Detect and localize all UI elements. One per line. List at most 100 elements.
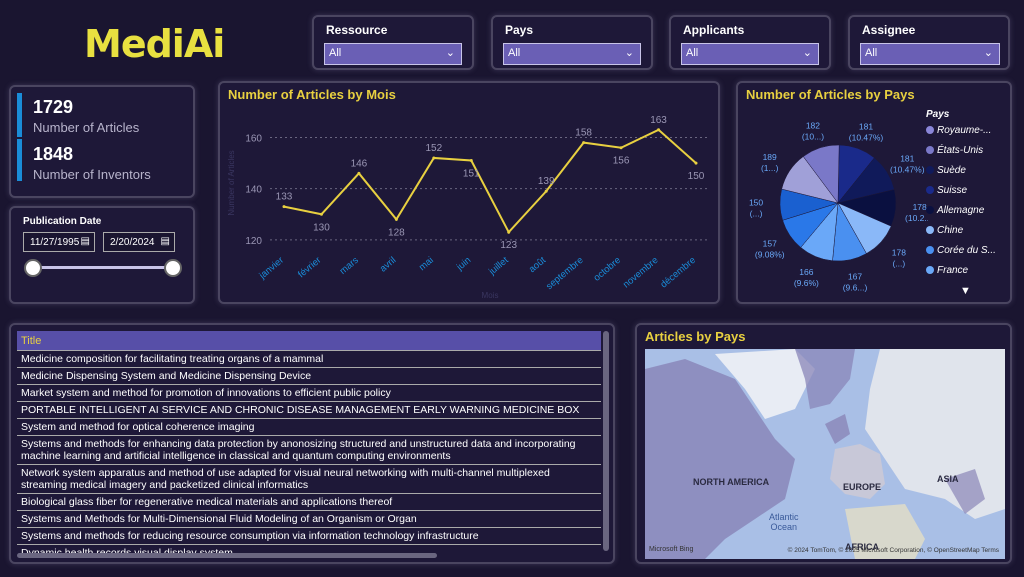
- x-tick-label: décembre: [658, 255, 697, 291]
- pie-label: 167(9.6...): [843, 271, 868, 292]
- legend-dot-icon: [926, 246, 934, 254]
- legend-item[interactable]: Suède: [926, 160, 1006, 180]
- data-label: 156: [613, 156, 630, 167]
- legend-dot-icon: [926, 266, 934, 274]
- table-row[interactable]: Systems and methods for reducing resourc…: [17, 528, 601, 545]
- line-chart-panel: Number of Articles by Mois 120 140 160 Numb…: [218, 81, 720, 304]
- end-date-input[interactable]: 2/20/2024▤: [103, 232, 175, 252]
- calendar-icon: ▤: [161, 236, 170, 247]
- x-tick-label: novembre: [621, 255, 660, 291]
- line-chart-title: Number of Articles by Mois: [228, 87, 396, 102]
- date-range-start-handle[interactable]: [24, 259, 42, 277]
- titles-table-panel: Title Medicine composition for facilitat…: [9, 323, 615, 564]
- inventors-label: Number of Inventors: [33, 167, 151, 182]
- legend-label: Chine: [937, 225, 963, 236]
- chevron-down-icon: ⌄: [446, 46, 455, 59]
- legend-label: Allemagne: [937, 205, 984, 216]
- app-logo: MediAi: [84, 22, 224, 66]
- table-row[interactable]: Medicine composition for facilitating tr…: [17, 351, 601, 368]
- kpi-card: 1729 Number of Articles 1848 Number of I…: [9, 85, 195, 198]
- x-tick-label: avril: [378, 255, 398, 275]
- legend-item[interactable]: France: [926, 260, 1006, 280]
- x-tick-label: juillet: [486, 255, 511, 278]
- slicer-title: Applicants: [683, 23, 744, 37]
- assignee-dropdown[interactable]: All⌄: [860, 43, 1000, 65]
- chevron-down-icon: ⌄: [984, 46, 993, 59]
- table-row[interactable]: Systems and Methods for Multi-Dimensiona…: [17, 511, 601, 528]
- y-axis-label: Number of Articles: [227, 150, 236, 215]
- map-label-asia: ASIA: [937, 474, 959, 484]
- data-point: [695, 162, 698, 165]
- data-label: 150: [688, 171, 705, 182]
- chevron-down-icon: ⌄: [625, 46, 634, 59]
- table-header-title[interactable]: Title: [17, 331, 601, 351]
- slicer-title: Ressource: [326, 23, 387, 37]
- legend-dot-icon: [926, 186, 934, 194]
- legend-dot-icon: [926, 126, 934, 134]
- y-tick-label: 140: [245, 185, 262, 196]
- start-date-value: 11/27/1995: [30, 237, 79, 248]
- legend-label: Royaume-...: [937, 125, 991, 136]
- data-label: 133: [276, 192, 293, 203]
- table-row[interactable]: Medicine Dispensing System and Medicine …: [17, 368, 601, 385]
- legend-label: Suisse: [937, 185, 967, 196]
- map-attribution[interactable]: © 2024 TomTom, © 2025 Microsoft Corporat…: [788, 547, 999, 554]
- data-point: [395, 218, 398, 221]
- date-range-end-handle[interactable]: [164, 259, 182, 277]
- data-point: [507, 231, 510, 234]
- legend-dot-icon: [926, 226, 934, 234]
- ressource-dropdown[interactable]: All ⌄: [324, 43, 462, 65]
- data-label: 152: [425, 143, 442, 154]
- legend-item[interactable]: Allemagne: [926, 200, 1006, 220]
- data-point: [432, 156, 435, 159]
- pie-label: 181(10.47%): [849, 122, 884, 143]
- table-row[interactable]: Biological glass fiber for regenerative …: [17, 494, 601, 511]
- dropdown-value: All: [329, 47, 341, 59]
- series-line: [284, 130, 696, 232]
- x-tick-label: septembre: [544, 255, 585, 292]
- table-row[interactable]: System and method for optical coherence …: [17, 419, 601, 436]
- legend-item[interactable]: Royaume-...: [926, 120, 1006, 140]
- legend-more-icon[interactable]: ▼: [960, 285, 971, 297]
- map-panel: Articles by Pays NORTH AMERICA EUROPE AS…: [635, 323, 1012, 564]
- pie-chart-title: Number of Articles by Pays: [746, 87, 915, 102]
- legend-item[interactable]: Chine: [926, 220, 1006, 240]
- start-date-input[interactable]: 11/27/1995▤: [23, 232, 95, 252]
- legend-item[interactable]: Corée du S...: [926, 240, 1006, 260]
- map-landmass: [645, 349, 1005, 559]
- slicer-assignee: Assignee All⌄: [848, 15, 1010, 70]
- y-tick-label: 120: [245, 236, 262, 247]
- data-label: 123: [500, 240, 517, 251]
- calendar-icon: ▤: [81, 236, 90, 247]
- pays-dropdown[interactable]: All ⌄: [503, 43, 641, 65]
- data-point: [320, 213, 323, 216]
- x-tick-label: janvier: [257, 255, 286, 282]
- table-row[interactable]: Market system and method for promotion o…: [17, 385, 601, 402]
- slicer-title: Assignee: [862, 23, 915, 37]
- data-point: [620, 146, 623, 149]
- table-row[interactable]: Dynamic health records visual display sy…: [17, 545, 601, 553]
- x-tick-label: mai: [417, 255, 436, 273]
- slicer-title: Pays: [505, 23, 533, 37]
- applicants-dropdown[interactable]: All⌄: [681, 43, 819, 65]
- world-map[interactable]: NORTH AMERICA EUROPE ASIA AFRICA Atlanti…: [645, 349, 1005, 559]
- legend-item[interactable]: États-Unis: [926, 140, 1006, 160]
- pie-label: 182(10...): [802, 121, 824, 142]
- x-tick-label: août: [527, 255, 549, 276]
- pie-label: 150(...): [749, 197, 763, 218]
- table-row[interactable]: Systems and methods for enhancing data p…: [17, 436, 601, 465]
- table-row[interactable]: Network system apparatus and method of u…: [17, 465, 601, 494]
- slicer-applicants: Applicants All⌄: [669, 15, 831, 70]
- dropdown-value: All: [508, 47, 520, 59]
- data-label: 139: [538, 176, 555, 187]
- y-tick-label: 160: [245, 133, 262, 144]
- table-row[interactable]: PORTABLE INTELLIGENT AI SERVICE AND CHRO…: [17, 402, 601, 419]
- vertical-scrollbar[interactable]: [603, 331, 609, 551]
- date-range-track: [33, 266, 173, 269]
- publication-date-slicer: Publication Date 11/27/1995▤ 2/20/2024▤: [9, 206, 195, 304]
- data-point: [470, 159, 473, 162]
- legend-label: Suède: [937, 165, 966, 176]
- horizontal-scrollbar[interactable]: [17, 553, 437, 558]
- map-label-europe: EUROPE: [843, 482, 881, 492]
- legend-item[interactable]: Suisse: [926, 180, 1006, 200]
